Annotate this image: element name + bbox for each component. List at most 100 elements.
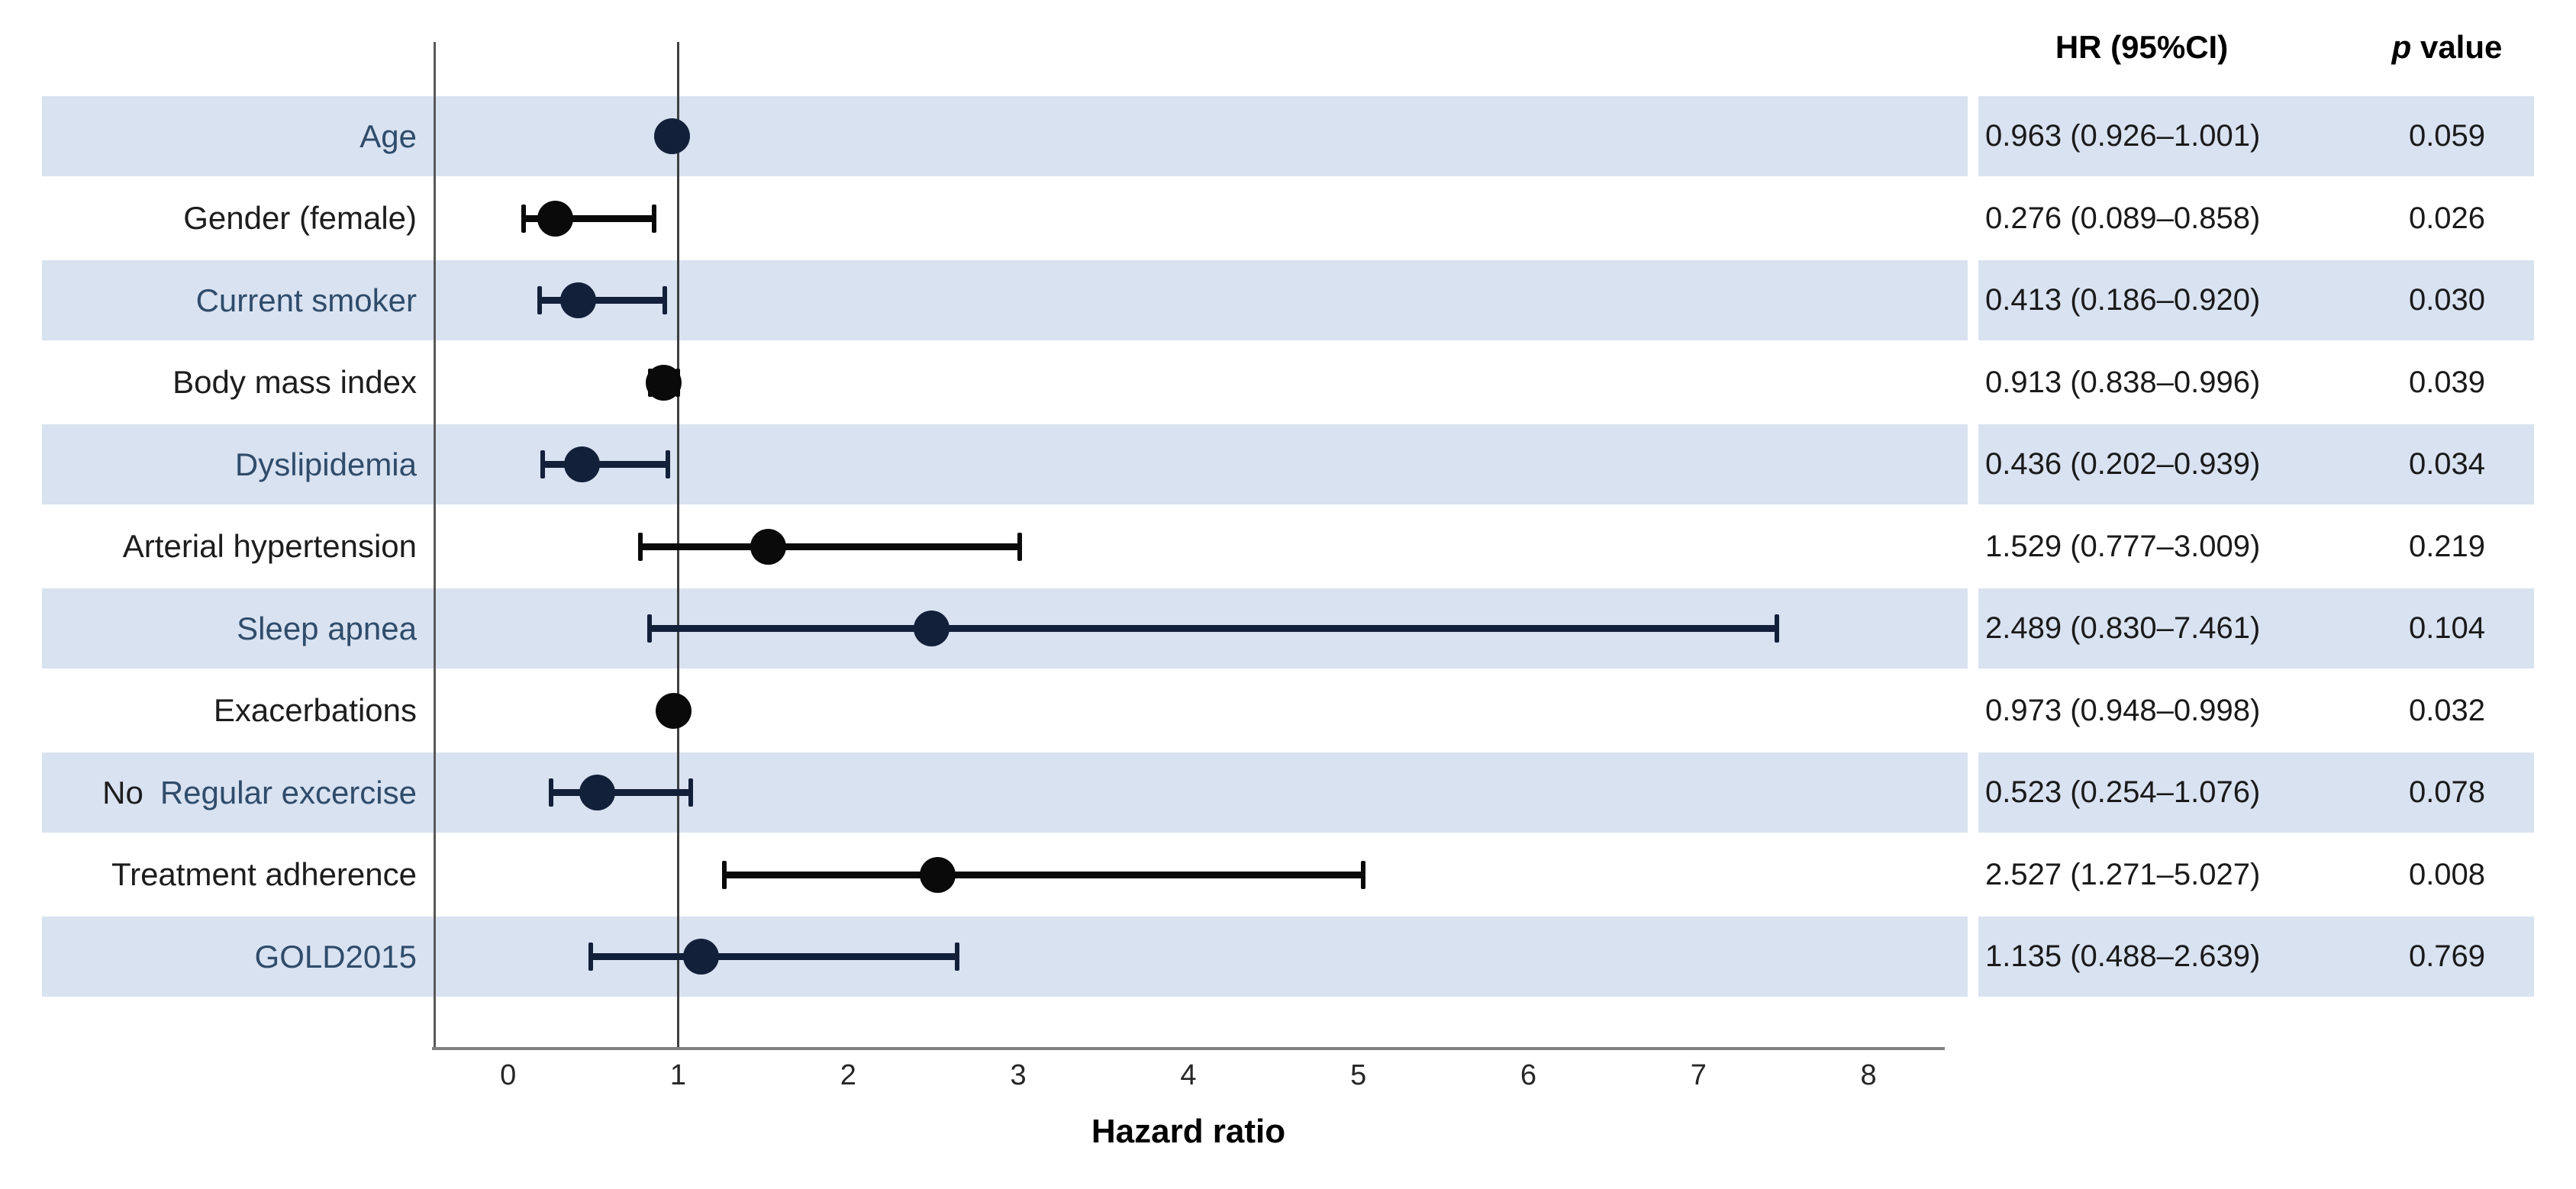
row-label: GOLD2015 bbox=[46, 917, 417, 997]
row-label-text: Gender (female) bbox=[183, 200, 417, 236]
x-axis-tick-label: 1 bbox=[669, 1059, 687, 1091]
row-band-left bbox=[42, 424, 1968, 504]
row-label-text: Body mass index bbox=[172, 364, 417, 400]
ci-whisker-line bbox=[551, 789, 692, 796]
ci-cap-high bbox=[665, 450, 670, 478]
ci-whisker-line bbox=[640, 543, 1020, 550]
row-label-prefix: No bbox=[102, 774, 143, 810]
row-label-text: GOLD2015 bbox=[254, 938, 417, 975]
p-value: 0.219 bbox=[2408, 529, 2486, 563]
ci-cap-high bbox=[688, 778, 694, 807]
hr-point-marker bbox=[683, 939, 720, 975]
ci-cap-low bbox=[721, 860, 727, 889]
row-band-right bbox=[1978, 752, 2534, 833]
hr-ci-value: 2.489 (0.830–7.461) bbox=[1985, 611, 2261, 645]
row-label: Current smoker bbox=[46, 260, 417, 340]
p-value: 0.078 bbox=[2408, 775, 2486, 809]
row-label-text: Treatment adherence bbox=[111, 856, 417, 892]
row-label: Sleep apnea bbox=[46, 588, 417, 669]
x-axis-tick-label: 5 bbox=[1350, 1059, 1367, 1091]
row-label-text: Arterial hypertension bbox=[122, 528, 417, 564]
hr-point-marker bbox=[653, 118, 690, 154]
p-value: 0.008 bbox=[2408, 857, 2486, 891]
row-label: Arterial hypertension bbox=[46, 507, 417, 587]
hr-ci-column-header: HR (95%CI) bbox=[2055, 29, 2229, 65]
ci-cap-high bbox=[1775, 614, 1779, 643]
hr-ci-value: 0.523 (0.254–1.076) bbox=[1985, 775, 2261, 809]
row-band-right bbox=[1978, 424, 2534, 504]
ci-whisker-line bbox=[591, 953, 957, 960]
hr-ci-value: 0.963 (0.926–1.001) bbox=[1985, 119, 2261, 153]
hr-ci-value: 1.135 (0.488–2.639) bbox=[1985, 939, 2261, 973]
hr-point-marker bbox=[645, 364, 682, 401]
row-label: Treatment adherence bbox=[46, 835, 417, 915]
p-value: 0.039 bbox=[2408, 365, 2486, 399]
p-header-italic-part: p bbox=[2391, 29, 2412, 65]
ci-whisker-line bbox=[523, 214, 654, 222]
ci-cap-low bbox=[646, 614, 652, 643]
ci-whisker-line bbox=[542, 461, 668, 468]
row-band-left bbox=[42, 96, 1968, 176]
hr-ci-value: 0.913 (0.838–0.996) bbox=[1985, 365, 2261, 399]
row-label: Body mass index bbox=[46, 343, 417, 423]
ci-cap-low bbox=[521, 204, 526, 233]
row-band-right bbox=[1978, 588, 2534, 669]
row-label-text: Dyslipidemia bbox=[234, 446, 417, 482]
ci-whisker-line bbox=[649, 625, 1777, 632]
plot-left-border-line bbox=[434, 42, 436, 1047]
hr-ci-value: 0.276 (0.089–0.858) bbox=[1985, 201, 2261, 235]
row-label-text: Regular excercise bbox=[160, 774, 417, 810]
row-label: Age bbox=[46, 96, 417, 176]
hr-point-marker bbox=[920, 856, 956, 893]
ci-cap-low bbox=[637, 532, 643, 561]
p-value-column-header: p value bbox=[2392, 29, 2503, 66]
ci-cap-low bbox=[549, 778, 554, 807]
ci-cap-high bbox=[651, 204, 656, 233]
hr-point-marker bbox=[560, 282, 597, 318]
ci-cap-high bbox=[662, 286, 667, 314]
ci-cap-high bbox=[954, 942, 959, 971]
row-label: Gender (female) bbox=[46, 179, 417, 259]
p-value: 0.032 bbox=[2408, 693, 2486, 727]
hr-point-marker bbox=[537, 200, 573, 237]
ci-cap-low bbox=[588, 942, 594, 971]
p-value: 0.030 bbox=[2408, 283, 2486, 317]
row-label: Dyslipidemia bbox=[46, 424, 417, 504]
x-axis-tick-label: 8 bbox=[1860, 1059, 1877, 1091]
x-axis-line bbox=[432, 1047, 1945, 1050]
x-axis-tick-label: 3 bbox=[1010, 1059, 1027, 1091]
hr-point-marker bbox=[750, 528, 786, 565]
x-axis-tick-label: 4 bbox=[1180, 1059, 1197, 1091]
p-value: 0.104 bbox=[2408, 611, 2486, 645]
x-axis-tick-label: 2 bbox=[840, 1059, 856, 1091]
row-label-text: Current smoker bbox=[195, 282, 417, 318]
row-band-right bbox=[1978, 917, 2534, 997]
ci-cap-low bbox=[537, 286, 543, 314]
ci-cap-low bbox=[540, 450, 545, 478]
row-band-right bbox=[1978, 96, 2534, 176]
hr-ci-value: 0.973 (0.948–0.998) bbox=[1985, 693, 2261, 727]
ci-cap-high bbox=[1360, 860, 1365, 889]
x-axis-tick-label: 6 bbox=[1520, 1059, 1537, 1091]
hr-ci-value: 0.436 (0.202–0.939) bbox=[1985, 447, 2261, 481]
hr-ci-value: 1.529 (0.777–3.009) bbox=[1985, 529, 2261, 563]
hr-ci-value: 0.413 (0.186–0.920) bbox=[1985, 283, 2261, 317]
hr-point-marker bbox=[913, 611, 949, 646]
p-value: 0.769 bbox=[2408, 939, 2486, 973]
hr-ci-value: 2.527 (1.271–5.027) bbox=[1985, 857, 2261, 891]
hr-point-marker bbox=[655, 692, 692, 729]
row-band-left bbox=[42, 917, 1968, 997]
row-label-text: Exacerbations bbox=[213, 692, 417, 728]
p-value: 0.026 bbox=[2408, 201, 2486, 235]
x-axis-title: Hazard ratio bbox=[1091, 1113, 1286, 1150]
hr-point-marker bbox=[579, 775, 615, 810]
p-value: 0.059 bbox=[2408, 119, 2486, 153]
row-band-left bbox=[42, 752, 1968, 833]
hr-point-marker bbox=[564, 446, 601, 482]
row-label: No Regular excercise bbox=[46, 752, 417, 833]
row-label: Exacerbations bbox=[46, 671, 417, 751]
p-value: 0.034 bbox=[2408, 447, 2486, 481]
ci-whisker-line bbox=[724, 871, 1363, 878]
ci-whisker-line bbox=[540, 297, 665, 304]
